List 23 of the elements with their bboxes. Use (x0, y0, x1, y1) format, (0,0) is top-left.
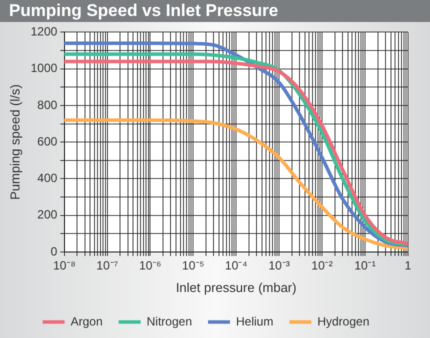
x-tick-label: 10⁻⁶ (139, 258, 162, 273)
y-tick-label: 1200 (30, 24, 58, 39)
legend-label: Helium (236, 314, 274, 328)
y-axis-title: Pumping speed (l/s) (7, 84, 22, 200)
y-tick-label: 400 (37, 171, 58, 186)
x-axis-title: Inlet pressure (mbar) (176, 280, 296, 295)
x-tick-label: 10⁻⁷ (96, 258, 118, 273)
chart-title: Pumping Speed vs Inlet Pressure (0, 0, 430, 22)
y-tick-label: 600 (37, 134, 58, 148)
y-tick-label: 1000 (30, 61, 58, 76)
x-tick-label: 1 (404, 258, 412, 273)
legend-label: Nitrogen (146, 314, 192, 328)
x-tick-label: 10⁻¹ (354, 258, 376, 273)
x-tick-label: 10⁻⁵ (182, 258, 204, 273)
x-tick-label: 10⁻² (311, 258, 333, 273)
legend-label: Argon (70, 314, 103, 328)
x-tick-label: 10⁻⁴ (224, 258, 248, 273)
x-tick-label: 10⁻³ (268, 258, 290, 273)
y-tick-label: 800 (37, 98, 58, 112)
x-tick-label: 10⁻⁸ (53, 258, 76, 273)
y-tick-label: 0 (50, 244, 58, 258)
y-tick-label: 200 (37, 208, 58, 222)
legend-label: Hydrogen (317, 314, 370, 328)
